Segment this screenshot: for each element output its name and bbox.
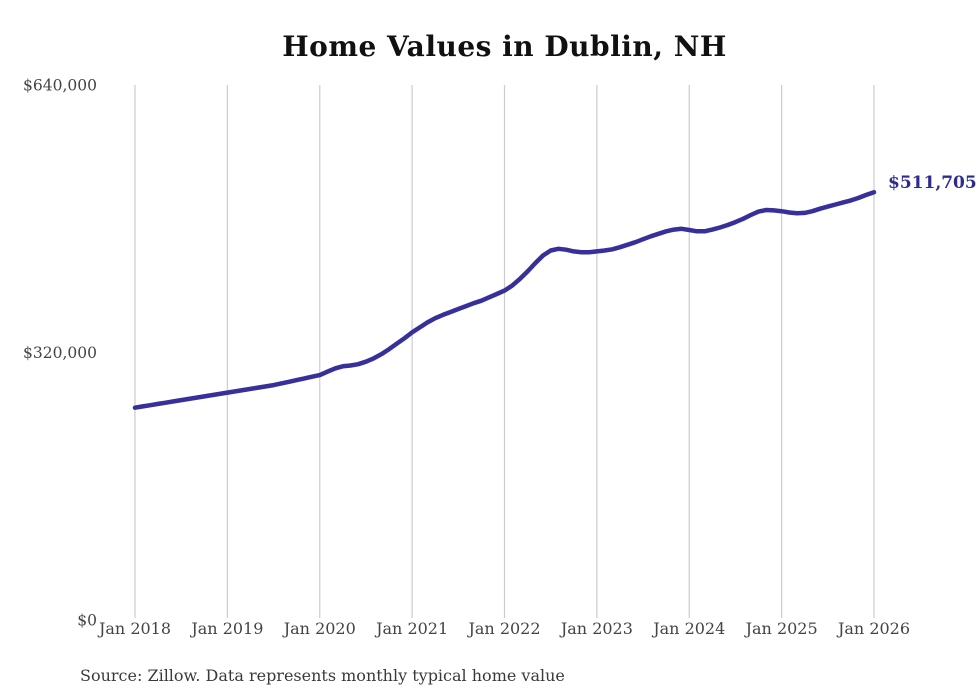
y-tick-label: $320,000 [23,344,97,362]
x-tick-label: Jan 2021 [374,619,448,638]
x-tick-label: Jan 2024 [651,619,725,638]
x-tick-label: Jan 2025 [744,619,818,638]
source-note: Source: Zillow. Data represents monthly … [80,666,565,685]
chart-title: Home Values in Dublin, NH [282,30,727,63]
x-tick-label: Jan 2023 [559,619,633,638]
x-tick-label: Jan 2026 [836,619,910,638]
x-tick-label: Jan 2020 [282,619,356,638]
latest-value-label: $511,705 [888,173,977,193]
x-tick-label: Jan 2019 [189,619,263,638]
y-tick-label: $640,000 [23,77,97,95]
x-tick-label: Jan 2018 [97,619,171,638]
y-tick-label: $0 [77,612,97,630]
x-tick-label: Jan 2022 [466,619,540,638]
home-value-series-line [132,189,877,410]
